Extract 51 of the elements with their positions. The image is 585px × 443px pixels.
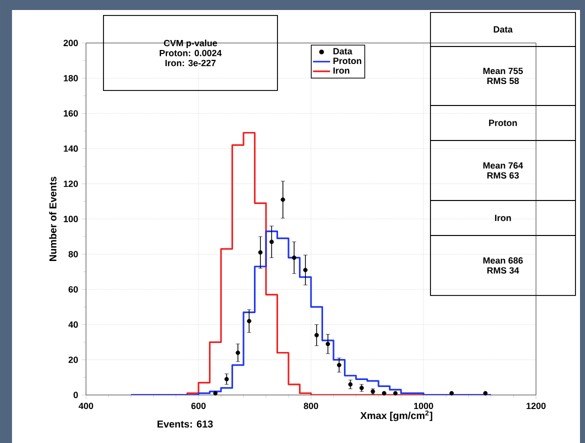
text: Events: 613 xyxy=(158,420,213,428)
annotation: RMS 34 xyxy=(487,267,520,274)
y-axis-title: Number of Events xyxy=(49,176,56,261)
y-tick-label: 160 xyxy=(64,110,78,117)
y-tick-label: 20 xyxy=(68,356,78,363)
point xyxy=(269,240,274,244)
annotation: Proton: 0.0024 xyxy=(160,50,222,56)
y-tick-label: 40 xyxy=(68,321,78,328)
annotation: Proton xyxy=(489,120,517,126)
text: Data xyxy=(494,26,513,33)
point xyxy=(326,342,330,346)
legend-label: Iron xyxy=(333,67,350,74)
point xyxy=(303,268,308,272)
point xyxy=(314,332,319,338)
point xyxy=(393,391,398,396)
annotation: CVM p-value xyxy=(164,40,218,48)
point xyxy=(292,256,296,260)
y-tick-label: 200 xyxy=(64,40,78,46)
point xyxy=(224,376,229,382)
x-tick-label: 600 xyxy=(191,402,206,410)
point xyxy=(236,350,240,355)
point xyxy=(382,391,386,396)
y-tick-label: 0 xyxy=(74,392,78,398)
x-tick-label: 400 xyxy=(78,402,94,410)
annotation: Mean 686 xyxy=(483,257,523,264)
annotation: Mean 755 xyxy=(483,68,523,74)
x-tick-label: 1200 xyxy=(526,402,546,410)
point xyxy=(348,382,353,387)
y-tick-label: 60 xyxy=(68,286,78,293)
legend-label: Proton xyxy=(333,58,362,64)
y-tick-label: 140 xyxy=(64,145,78,152)
annotation: RMS 58 xyxy=(487,78,519,84)
y-tick-label: 120 xyxy=(64,180,78,187)
annotation: Mean 764 xyxy=(483,162,524,169)
point xyxy=(449,391,454,396)
point xyxy=(213,391,218,396)
x-tick-label: 800 xyxy=(304,402,318,410)
point xyxy=(280,197,286,202)
y-tick-label: 100 xyxy=(64,216,78,222)
point xyxy=(336,362,342,368)
x-tick-label: 1000 xyxy=(414,402,434,410)
point xyxy=(246,318,252,324)
annotation: Iron xyxy=(495,214,511,222)
x-axis-title: Xmax [gm/cm$^{2}$] xyxy=(360,410,432,422)
annotation: RMS 63 xyxy=(487,172,519,179)
y-tick-label: 80 xyxy=(68,251,78,258)
point xyxy=(483,391,488,396)
legend-label: Data xyxy=(333,48,352,54)
point xyxy=(258,250,263,255)
y-tick-label: 180 xyxy=(64,75,78,82)
annotation: Iron: 3e-227 xyxy=(165,60,216,66)
